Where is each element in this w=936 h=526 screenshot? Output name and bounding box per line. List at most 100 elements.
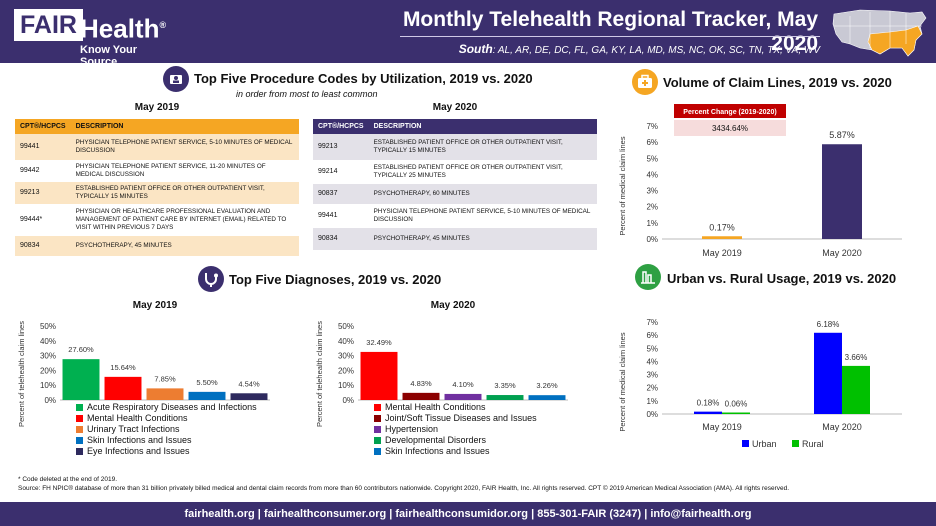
- bar-data-label: 5.50%: [196, 378, 218, 387]
- procedure-code-cell: 99442: [15, 160, 71, 182]
- diagnosis-bar: [146, 388, 184, 400]
- diagnosis-bar: [402, 392, 440, 400]
- region-line: South: AL, AR, DE, DC, FL, GA, KY, LA, M…: [330, 42, 820, 56]
- legend-label: Urinary Tract Infections: [87, 424, 180, 434]
- bar-data-label: 5.87%: [829, 130, 855, 140]
- legend-label: Developmental Disorders: [385, 435, 487, 445]
- region-name: South: [458, 42, 493, 56]
- y-tick-label: 40%: [40, 337, 56, 346]
- procedures-2019-label: May 2019: [134, 102, 180, 113]
- table-row: 99213 ESTABLISHED PATIENT OFFICE OR OTHER…: [15, 182, 299, 204]
- procedure-description-cell: PHYSICIAN TELEPHONE PATIENT SERVICE, 5-1…: [70, 134, 299, 160]
- procedure-code-cell: 90834: [313, 228, 369, 250]
- y-tick-label: 50%: [338, 322, 354, 331]
- table-row: 99442 PHYSICIAN TELEPHONE PATIENT SERVICE…: [15, 160, 299, 182]
- legend-item: Skin Infections and Issues: [374, 446, 537, 457]
- legend-swatch: [76, 415, 83, 422]
- table-row: 90837 PSYCHOTHERAPY, 60 MINUTES: [313, 184, 597, 204]
- footnote-source: Source: FH NPIC® database of more than 3…: [18, 485, 790, 492]
- y-tick-label: 2%: [646, 203, 658, 212]
- legend-label: Skin Infections and Issues: [87, 435, 192, 445]
- y-tick-label: 3%: [646, 371, 658, 380]
- table-row: 90834 PSYCHOTHERAPY, 45 MINUTES: [15, 236, 299, 256]
- header-bar: FAIR Health® Know Your Source Monthly Te…: [0, 0, 936, 68]
- procedure-code-cell: 99441: [15, 134, 71, 160]
- stethoscope-icon: [198, 266, 224, 292]
- legend-label: Skin Infections and Issues: [385, 446, 490, 456]
- chart-title: May 2019: [133, 300, 178, 311]
- col-header-code: CPT®/HCPCS: [313, 119, 369, 134]
- y-tick-label: 0%: [646, 410, 658, 419]
- diagnosis-bar: [528, 395, 566, 400]
- y-tick-label: 20%: [338, 366, 354, 375]
- procedure-description-cell: PHYSICIAN TELEPHONE PATIENT SERVICE, 5-1…: [368, 204, 597, 228]
- urban-rural-title: Urban vs. Rural Usage, 2019 vs. 2020: [667, 271, 897, 286]
- chart-legend: Acute Respiratory Diseases and Infection…: [76, 402, 257, 457]
- y-tick-label: 6%: [646, 138, 658, 147]
- y-tick-label: 5%: [646, 154, 658, 163]
- diagnoses-chart-svg: May 2019 Percent of telehealth claim line…: [17, 300, 270, 427]
- legend-item: Developmental Disorders: [374, 435, 537, 446]
- legend-item: Hypertension: [374, 424, 537, 435]
- footnote-deleted-code: * Code deleted at the end of 2019.: [18, 476, 118, 483]
- diagnosis-bar: [444, 393, 482, 400]
- legend-label: Mental Health Conditions: [87, 413, 188, 423]
- y-tick-label: 50%: [40, 322, 56, 331]
- urban-rural-bar: [722, 412, 750, 414]
- col-header-code: CPT®/HCPCS: [15, 119, 71, 134]
- region-states: : AL, AR, DE, DC, FL, GA, KY, LA, MD, MS…: [492, 45, 820, 56]
- volume-chart: Percent of medical claim lines 0% 1% 2% 3% 4%…: [614, 100, 924, 266]
- table-header-row: CPT®/HCPCS DESCRIPTION: [15, 119, 299, 134]
- diagnosis-bar: [188, 391, 226, 400]
- procedure-description-cell: ESTABLISHED PATIENT OFFICE OR OTHER OUTP…: [70, 182, 299, 204]
- legend-swatch: [374, 437, 381, 444]
- y-tick-label: 30%: [40, 352, 56, 361]
- diagnosis-bar: [104, 376, 142, 400]
- urban-rural-bar: [842, 365, 870, 414]
- procedure-code-cell: 99213: [15, 182, 71, 204]
- y-tick-label: 7%: [646, 122, 658, 131]
- diagnoses-2019-chart: May 2019 Percent of telehealth claim line…: [14, 296, 296, 466]
- legend-item: Joint/Soft Tissue Diseases and Issues: [374, 413, 537, 424]
- chart-title: May 2020: [431, 300, 476, 311]
- y-axis-label: Percent of telehealth claim lines: [315, 321, 324, 427]
- x-tick-label: May 2020: [822, 248, 862, 258]
- table-row: 99444* PHYSICIAN OR HEALTHCARE PROFESSION…: [15, 204, 299, 236]
- bar-data-label: 3.35%: [494, 381, 516, 390]
- col-header-description: DESCRIPTION: [70, 119, 299, 134]
- legend-item: Mental Health Conditions: [76, 413, 257, 424]
- volume-chart-svg: Percent of medical claim lines 0% 1% 2% 3% 4%…: [618, 104, 902, 258]
- logo-registered-mark: ®: [159, 20, 167, 30]
- percent-change-header: [674, 104, 786, 118]
- logo-health-word: Health: [80, 13, 160, 44]
- y-tick-label: 1%: [646, 397, 658, 406]
- logo-tagline: Know Your Source: [80, 44, 138, 68]
- bar-data-label: 15.64%: [110, 363, 136, 372]
- footer-contact-bar[interactable]: fairhealth.org | fairhealthconsumer.org …: [0, 502, 936, 526]
- bar-data-label: 4.10%: [452, 380, 474, 389]
- percent-change-box: [674, 120, 786, 136]
- procedure-description-cell: PHYSICIAN OR HEALTHCARE PROFESSIONAL EVA…: [70, 204, 299, 236]
- legend-item: Skin Infections and Issues: [76, 435, 257, 446]
- procedure-description-cell: PSYCHOTHERAPY, 45 MINUTES: [70, 236, 299, 256]
- procedure-description-cell: ESTABLISHED PATIENT OFFICE OR OTHER OUTP…: [368, 134, 597, 160]
- legend-swatch: [76, 437, 83, 444]
- logo-fair-text: FAIR: [14, 9, 83, 41]
- diagnosis-bar: [230, 393, 268, 400]
- legend-swatch: [76, 404, 83, 411]
- percent-change-value: 3434.64%: [712, 124, 748, 133]
- diagnosis-bar: [486, 395, 524, 400]
- procedure-description-cell: PSYCHOTHERAPY, 60 MINUTES: [368, 184, 597, 204]
- procedure-code-cell: 99441: [313, 204, 369, 228]
- col-header-description: DESCRIPTION: [368, 119, 597, 134]
- procedure-description-cell: PHYSICIAN TELEPHONE PATIENT SERVICE, 11-…: [70, 160, 299, 182]
- procedures-2019-table: CPT®/HCPCS DESCRIPTION 99441 PHYSICIAN TE…: [15, 119, 299, 256]
- fairhealth-logo[interactable]: FAIR Health® Know Your Source: [14, 7, 167, 68]
- y-axis-label: Percent of medical claim lines: [618, 332, 627, 431]
- telehealth-doctor-icon: [163, 66, 189, 92]
- legend-swatch: [374, 448, 381, 455]
- us-map-icon: [830, 4, 930, 60]
- table-row: 99441 PHYSICIAN TELEPHONE PATIENT SERVICE…: [313, 204, 597, 228]
- title-divider: [400, 36, 820, 37]
- y-axis-label: Percent of telehealth claim lines: [17, 321, 26, 427]
